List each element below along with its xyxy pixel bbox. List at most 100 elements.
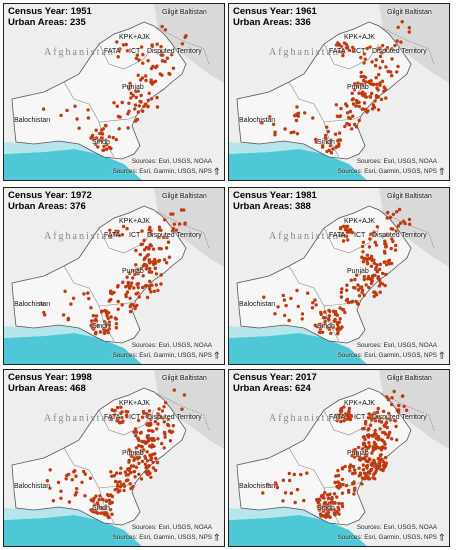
urban-area-dot <box>348 469 352 473</box>
province-border <box>98 43 155 70</box>
source-line-2: Sources: Esri, Garmin, USGS, NPS <box>337 168 437 175</box>
urban-area-dot <box>104 323 109 327</box>
punjab-label: Punjab <box>122 84 144 91</box>
urban-area-dot <box>363 57 367 61</box>
urban-area-dot <box>140 439 144 444</box>
urban-area-dot <box>341 239 346 243</box>
urban-area-dot <box>342 419 346 423</box>
urban-area-dot <box>126 283 130 288</box>
urban-area-dot <box>287 471 291 476</box>
urban-area-dot <box>354 451 359 455</box>
urban-area-dot <box>145 459 150 463</box>
urban-area-dot <box>335 321 339 325</box>
urban-area-dot <box>105 147 109 151</box>
source-line-1: Sources: Esri, USGS, NOAA <box>356 524 437 531</box>
urban-area-dot <box>162 430 167 435</box>
urban-area-dot <box>99 136 104 140</box>
urban-area-dot <box>347 48 352 53</box>
urban-area-dot <box>103 320 107 324</box>
urban-area-dot <box>390 47 394 51</box>
urban-area-dot <box>153 261 157 266</box>
urban-area-dot <box>326 317 331 321</box>
urban-area-dot <box>348 228 353 232</box>
urban-area-dot <box>150 443 155 447</box>
province-border <box>98 227 155 254</box>
urban-area-dot <box>138 99 142 104</box>
urban-area-dot <box>363 92 367 96</box>
urban-area-dot <box>375 225 380 229</box>
urban-area-dot <box>118 420 122 425</box>
census-year-label: Census Year: 2017 <box>233 372 317 383</box>
urban-area-dot <box>143 441 148 445</box>
urban-area-dot <box>362 74 366 79</box>
urban-area-dot <box>75 117 79 121</box>
fata-label: FATA <box>104 414 121 421</box>
urban-area-dot <box>369 416 373 420</box>
urban-area-dot <box>300 317 304 321</box>
panel-title: Census Year: 1951 Urban Areas: 235 <box>8 6 92 28</box>
urban-area-dot <box>352 47 356 52</box>
urban-area-dot <box>338 233 342 238</box>
urban-area-dot <box>331 325 335 330</box>
urban-area-dot <box>93 331 98 336</box>
urban-area-dot <box>360 92 364 96</box>
urban-area-dot <box>324 507 328 511</box>
afghanistan-label: Afghanistan <box>269 231 340 242</box>
urban-area-dot <box>373 445 377 449</box>
urban-area-dot <box>331 147 335 151</box>
urban-area-dot <box>105 512 109 516</box>
urban-area-dot <box>373 477 377 481</box>
urban-area-dot <box>149 78 153 82</box>
gilgit-baltistan-label: Gilgit Baltistan <box>387 375 432 382</box>
urban-area-dot <box>385 395 389 399</box>
urban-area-dot <box>360 447 365 451</box>
kpk-ajk-label: KPK+AJK <box>119 218 150 225</box>
map-svg <box>229 4 449 180</box>
urban-area-dot <box>139 477 144 481</box>
urban-area-dot <box>161 53 165 57</box>
urban-area-dot <box>121 280 125 284</box>
urban-area-dot <box>383 87 388 91</box>
urban-area-dot <box>357 466 361 470</box>
map-svg <box>229 370 449 546</box>
sindh-label: Sindh <box>317 323 335 330</box>
urban-area-dot <box>395 39 399 43</box>
urban-area-dot <box>144 267 149 271</box>
north-arrow-icon: ⇑ <box>437 167 446 178</box>
urban-area-dot <box>337 486 341 490</box>
urban-area-dot <box>390 57 394 61</box>
urban-area-dot <box>335 418 339 423</box>
urban-area-dot <box>341 308 346 312</box>
disputed-territory-label: Disputed Territory <box>372 414 427 421</box>
border-line <box>153 25 210 65</box>
urban-area-dot <box>386 435 390 440</box>
sea-shallow <box>229 141 324 154</box>
source-line-2: Sources: Esri, Garmin, USGS, NPS <box>337 534 437 541</box>
border-line <box>153 391 210 431</box>
urban-area-dot <box>381 409 386 414</box>
urban-area-dot <box>283 491 288 495</box>
urban-dots <box>39 208 187 336</box>
urban-area-dot <box>383 242 387 246</box>
sea-shallow <box>229 325 324 338</box>
urban-area-dot <box>133 103 138 107</box>
urban-area-dot <box>160 24 164 29</box>
urban-area-dot <box>339 290 344 295</box>
fata-label: FATA <box>329 414 346 421</box>
urban-area-dot <box>148 417 153 421</box>
urban-area-dot <box>114 232 119 237</box>
urban-area-dot <box>315 324 319 329</box>
mountain-shade <box>379 370 449 449</box>
urban-area-dot <box>122 484 127 488</box>
urban-area-dot <box>116 490 121 494</box>
urban-area-dot <box>163 28 168 32</box>
urban-area-dot <box>367 471 372 475</box>
urban-area-dot <box>352 285 356 290</box>
urban-area-dot <box>351 114 355 118</box>
urban-area-dot <box>73 104 77 108</box>
urban-area-dot <box>391 212 396 216</box>
urban-area-dot <box>124 294 128 299</box>
urban-area-dot <box>372 294 376 299</box>
urban-area-dot <box>127 101 131 106</box>
urban-area-dot <box>363 107 368 112</box>
